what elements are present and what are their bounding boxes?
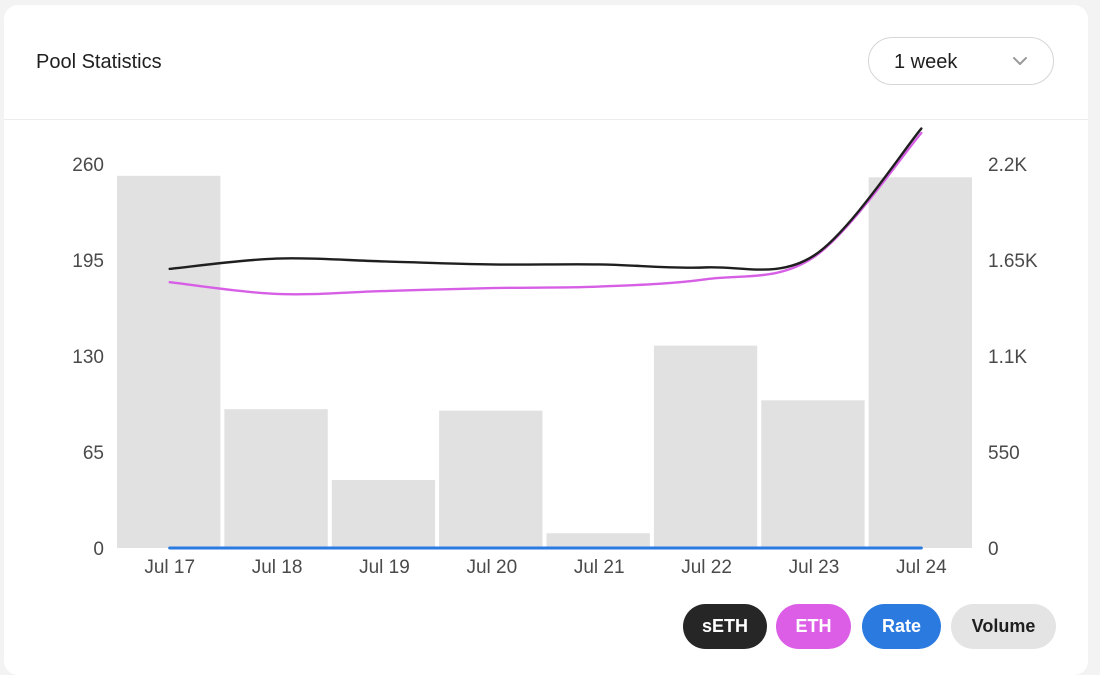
volume-bar-jul-19 [331,480,436,548]
volume-bar-jul-22 [653,345,758,548]
volume-bar-jul-17 [117,175,221,549]
volume-bar-jul-18 [224,409,328,548]
card-title: Pool Statistics [36,51,162,73]
card-header: Pool Statistics 1 week [4,5,1088,120]
left-axis-tick: 195 [72,251,104,272]
x-axis-tick: Jul 19 [359,557,410,578]
right-axis-tick: 1.1K [988,347,1027,368]
right-axis-tick: 0 [988,539,999,560]
right-axis-tick: 1.65K [988,251,1038,272]
left-axis-tick: 130 [72,347,104,368]
period-value: 1 week [894,51,958,73]
right-axis-tick: 2.2K [988,155,1027,176]
left-axis-tick: 65 [83,443,104,464]
volume-bar-jul-20 [439,410,543,548]
chevron-down-icon [1013,57,1027,65]
x-axis-tick: Jul 22 [681,557,732,578]
seth-series-line [168,127,923,271]
x-axis-tick: Jul 24 [896,557,947,578]
volume-bar-jul-24 [868,177,972,549]
eth-series-line [168,131,923,296]
x-axis-tick: Jul 20 [466,557,517,578]
period-dropdown[interactable]: 1 week [868,37,1054,85]
x-axis-tick: Jul 23 [789,557,840,578]
legend-toggle-rate[interactable]: Rate [862,604,941,649]
volume-bar-jul-21 [546,533,650,548]
left-axis-tick: 0 [93,539,104,560]
x-axis-tick: Jul 21 [574,557,625,578]
x-axis-tick: Jul 17 [144,557,195,578]
legend-toggle-seth[interactable]: sETH [683,604,767,649]
left-axis-tick: 260 [72,155,104,176]
legend-toggle-eth[interactable]: ETH [776,604,851,649]
legend-toggle-volume[interactable]: Volume [951,604,1056,649]
x-axis-tick: Jul 18 [252,557,303,578]
volume-bar-jul-23 [761,400,865,548]
right-axis-tick: 550 [988,443,1020,464]
